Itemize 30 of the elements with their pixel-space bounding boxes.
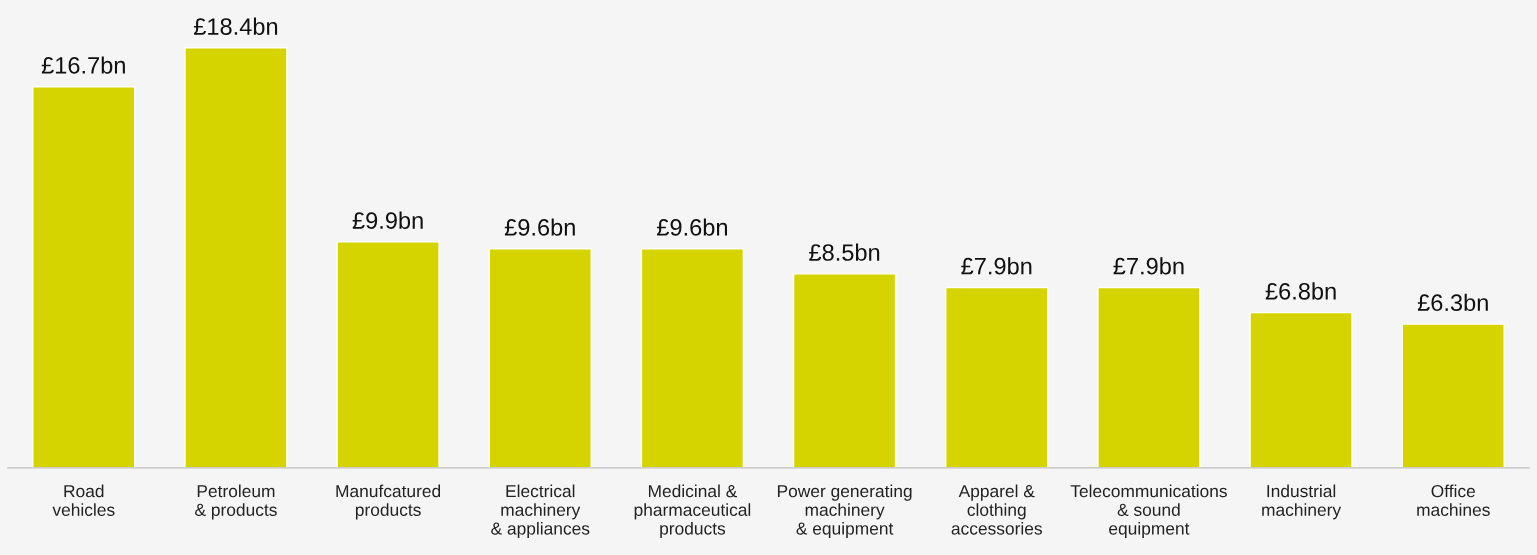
data-label: £16.7bn bbox=[41, 56, 125, 74]
x-tick-label: Industrial machinery bbox=[1262, 484, 1342, 520]
x-tick-label: Power generating machinery & equipment bbox=[777, 484, 912, 539]
data-label: £7.9bn bbox=[961, 257, 1032, 275]
bar bbox=[1249, 311, 1353, 468]
data-label: £9.9bn bbox=[352, 211, 423, 229]
data-label: £9.6bn bbox=[656, 218, 727, 236]
data-label: £9.6bn bbox=[504, 218, 575, 236]
x-tick-label: Electrical machinery & appliances bbox=[491, 484, 590, 539]
data-label: £6.8bn bbox=[1265, 282, 1336, 300]
x-tick-label: Petroleum & products bbox=[195, 484, 277, 520]
x-tick-label: Apparel & clothing accessories bbox=[951, 484, 1042, 535]
data-label: £18.4bn bbox=[193, 17, 278, 35]
data-label: £7.9bn bbox=[1113, 257, 1184, 275]
x-tick-label: Manufcatured products bbox=[336, 484, 441, 520]
x-tick-label: Road vehicles bbox=[52, 484, 115, 516]
bar bbox=[336, 241, 440, 468]
bar bbox=[792, 273, 897, 468]
bar bbox=[184, 47, 288, 468]
x-tick-label: Medicinal & pharmaceutical products bbox=[634, 484, 751, 539]
data-label: £8.5bn bbox=[809, 243, 880, 261]
bar bbox=[32, 86, 136, 468]
bar bbox=[1401, 323, 1505, 468]
data-label: £6.3bn bbox=[1417, 293, 1488, 312]
bar bbox=[640, 248, 745, 468]
bar bbox=[1097, 286, 1201, 468]
bar bbox=[488, 248, 592, 468]
x-tick-label: Office machines bbox=[1417, 484, 1490, 516]
bar bbox=[945, 286, 1049, 468]
x-tick-label: Telecommunications & sound equipment bbox=[1070, 484, 1227, 539]
